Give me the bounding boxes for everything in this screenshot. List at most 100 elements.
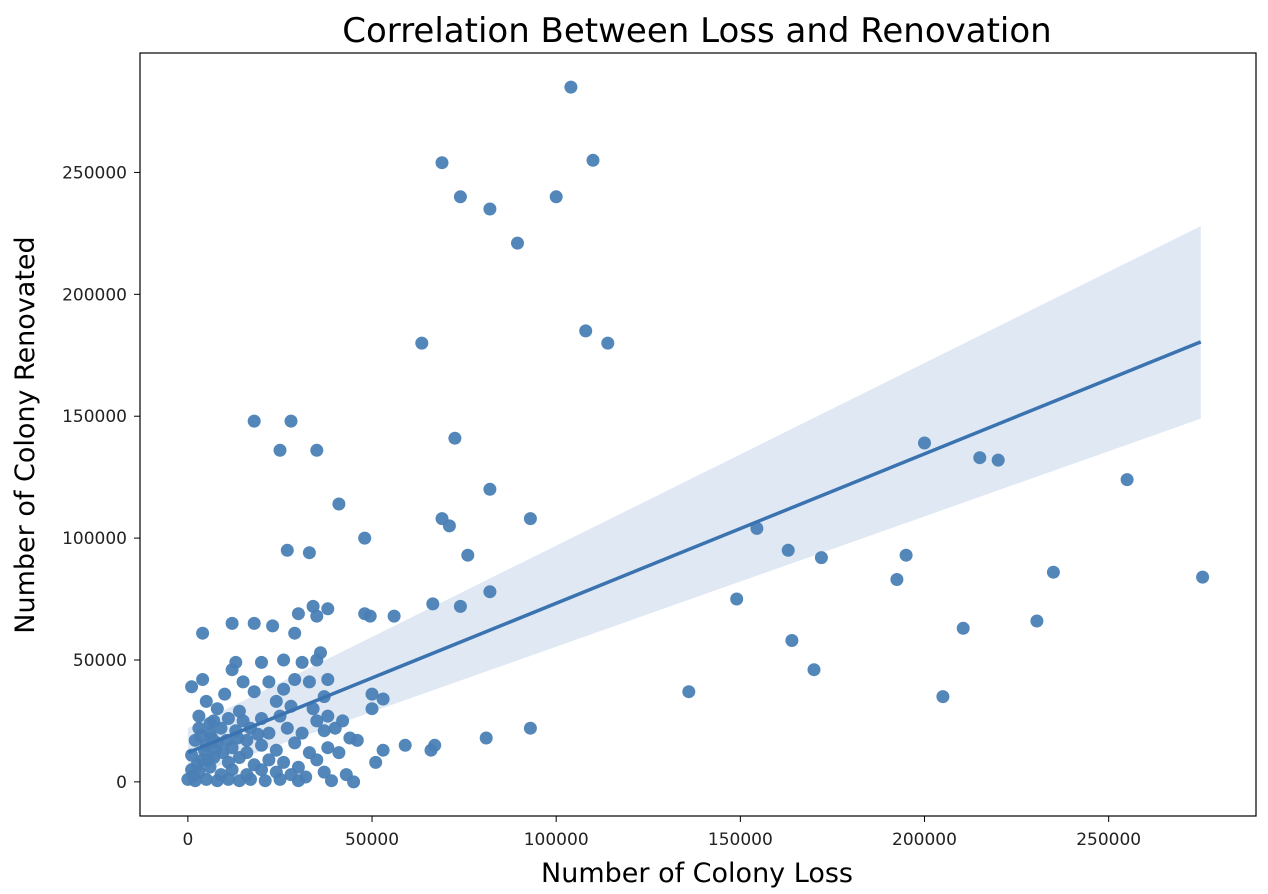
data-point	[277, 653, 291, 667]
data-point	[317, 765, 331, 779]
data-point	[365, 687, 379, 701]
data-point	[328, 721, 342, 735]
x-tick-label: 250000	[1076, 830, 1141, 850]
data-point	[435, 156, 449, 170]
confidence-band-layer	[187, 226, 1201, 777]
x-tick-label: 200000	[892, 830, 957, 850]
data-point	[682, 685, 696, 699]
data-point	[244, 772, 257, 786]
data-point	[262, 726, 276, 740]
data-point	[240, 746, 254, 760]
data-point	[358, 531, 372, 545]
data-point	[483, 202, 497, 216]
data-point	[196, 673, 210, 686]
y-tick-label: 250000	[62, 163, 127, 183]
data-point	[221, 712, 235, 725]
data-point	[579, 324, 593, 338]
data-point	[807, 663, 821, 677]
data-point	[210, 702, 224, 716]
data-point	[221, 772, 235, 786]
data-point	[258, 774, 272, 788]
data-point	[203, 716, 217, 730]
data-point	[236, 675, 250, 689]
data-point	[310, 753, 324, 767]
data-point	[601, 336, 615, 350]
data-point	[310, 653, 324, 667]
data-point	[461, 548, 475, 562]
data-point	[781, 543, 795, 557]
data-point	[225, 663, 239, 677]
data-point	[549, 190, 563, 204]
data-point	[1120, 473, 1134, 487]
data-point	[814, 551, 828, 565]
data-point	[199, 694, 213, 708]
data-point	[347, 775, 361, 789]
data-point	[273, 443, 287, 457]
data-point	[785, 634, 799, 647]
data-point	[310, 609, 324, 623]
data-point	[956, 621, 970, 635]
data-point	[442, 519, 456, 533]
y-axis-ticks: 0 50000 100000 150000 200000 250000	[62, 163, 140, 793]
x-axis-ticks: 0 50000 100000 150000 200000 250000	[182, 816, 1141, 850]
data-point	[255, 655, 268, 669]
x-tick-label: 100000	[524, 830, 589, 850]
y-tick-label: 0	[116, 773, 127, 793]
data-point	[288, 736, 302, 750]
data-point	[387, 609, 401, 623]
data-point	[483, 482, 497, 496]
data-point	[194, 729, 208, 743]
data-point	[288, 626, 302, 640]
data-point	[428, 738, 442, 752]
data-point	[448, 431, 462, 445]
data-point	[479, 731, 493, 745]
data-point	[523, 512, 537, 526]
data-point	[918, 436, 931, 450]
data-point	[317, 724, 331, 738]
chart-title: Correlation Between Loss and Renovation	[342, 11, 1051, 51]
y-tick-label: 50000	[73, 651, 127, 671]
data-point	[277, 755, 291, 769]
data-point	[973, 451, 987, 465]
data-point	[1046, 565, 1060, 579]
data-point	[306, 702, 320, 716]
data-point	[209, 742, 222, 756]
data-point	[214, 721, 228, 735]
confidence-band	[187, 226, 1201, 777]
data-point	[186, 769, 200, 783]
data-point	[310, 714, 324, 728]
data-point	[262, 753, 276, 767]
data-point	[936, 690, 950, 704]
data-point	[280, 721, 294, 735]
data-point	[284, 414, 298, 428]
data-point	[232, 774, 246, 788]
y-tick-label: 200000	[62, 285, 127, 305]
data-point	[365, 702, 379, 716]
data-point	[218, 687, 232, 701]
data-point	[523, 721, 537, 735]
x-tick-label: 0	[182, 830, 193, 850]
data-point	[251, 727, 265, 741]
data-point	[247, 414, 261, 428]
data-point	[255, 738, 268, 752]
data-point	[321, 741, 335, 755]
data-point	[310, 443, 324, 457]
data-point	[1196, 570, 1210, 584]
data-point	[302, 675, 316, 689]
y-tick-label: 100000	[62, 529, 127, 549]
data-point	[190, 758, 204, 772]
data-point	[586, 153, 600, 167]
data-point	[225, 616, 239, 630]
data-point	[890, 573, 904, 586]
y-tick-label: 150000	[62, 407, 127, 427]
data-point	[321, 673, 335, 686]
data-point	[266, 619, 280, 633]
data-point	[291, 774, 305, 788]
data-point	[369, 755, 383, 769]
data-point	[332, 497, 346, 511]
x-tick-label: 150000	[708, 830, 773, 850]
data-point	[376, 692, 390, 706]
x-axis-label: Number of Colony Loss	[541, 858, 853, 889]
data-point	[730, 592, 744, 606]
data-point	[426, 597, 440, 611]
